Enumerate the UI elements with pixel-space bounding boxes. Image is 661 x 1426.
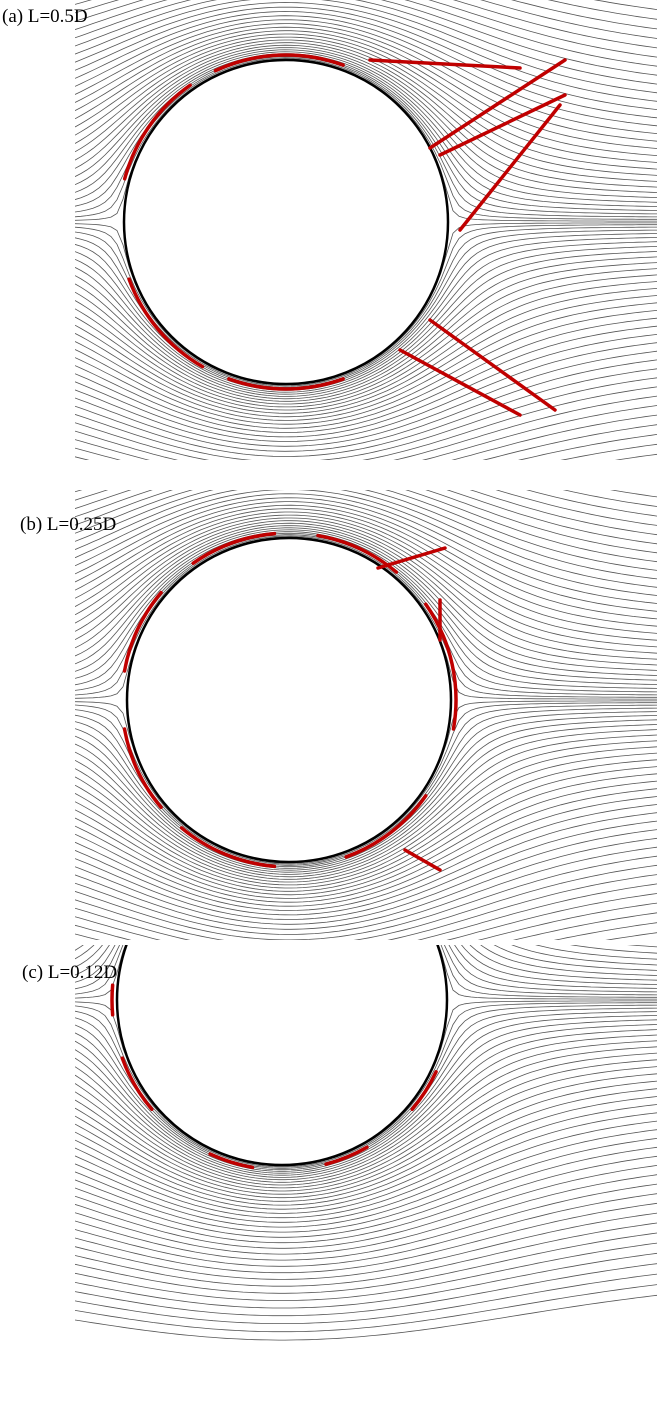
panel-label: (c) L=0.12D (22, 962, 117, 983)
cylinder (124, 60, 448, 384)
panel-a-flow (75, 0, 657, 560)
panel-b-flow (75, 362, 657, 1037)
streamline (75, 1194, 657, 1267)
streamline (75, 471, 657, 562)
streamline (75, 415, 657, 486)
filament (405, 850, 440, 870)
filament (412, 891, 436, 928)
streamline (75, 416, 657, 477)
streamline (75, 1274, 657, 1324)
streamline (75, 1295, 657, 1340)
streamline (75, 1264, 657, 1316)
streamline (75, 434, 657, 498)
streamline (75, 460, 657, 544)
panel-label: (b) L=0.25D (20, 514, 116, 535)
streamline (75, 454, 657, 512)
filament (400, 350, 520, 415)
streamline (75, 1285, 657, 1332)
filament (112, 985, 113, 1015)
streamline (75, 1243, 657, 1301)
streamline (75, 0, 657, 19)
streamline (75, 475, 657, 528)
cylinder (127, 538, 451, 862)
streamline (75, 1233, 657, 1293)
panel-label: (a) L=0.5D (2, 6, 88, 27)
filament (455, 860, 490, 870)
figure: (a) L=0.5D (b) L=0.25D (c) L=0.12D (0, 0, 661, 1426)
streamline (75, 1175, 657, 1254)
streamline (75, 423, 657, 487)
streamline (75, 436, 657, 506)
